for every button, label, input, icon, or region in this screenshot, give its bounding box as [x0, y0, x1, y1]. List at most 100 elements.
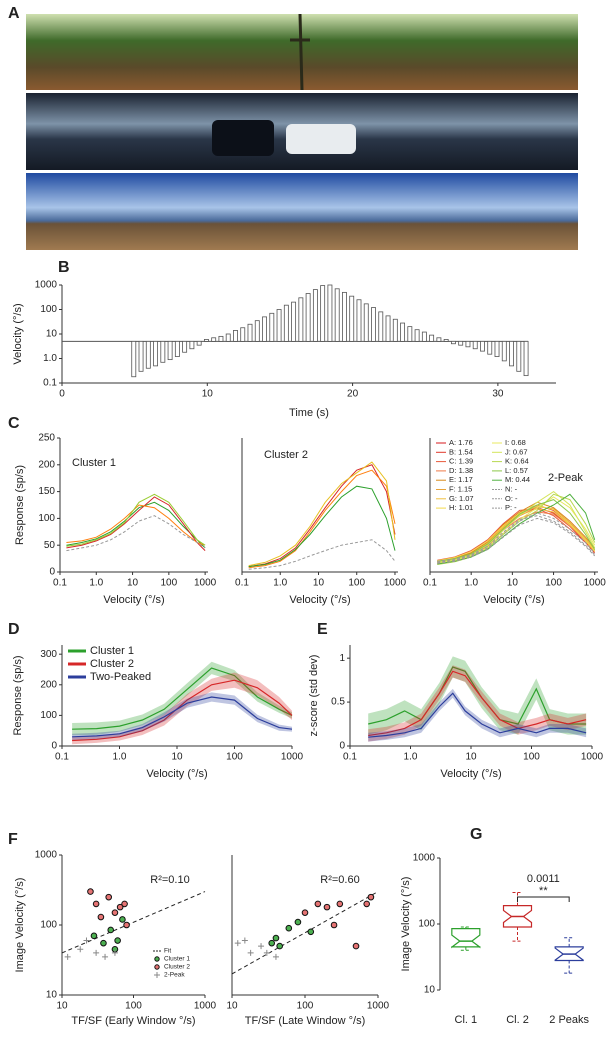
pulse — [334, 288, 340, 342]
x-axis-label: Velocity (°/s) — [483, 594, 544, 606]
pulse — [349, 295, 355, 342]
point — [294, 918, 302, 926]
series-line — [66, 496, 206, 551]
y-axis-label: Response (sp/s) — [12, 655, 24, 735]
x-tick-label: 0.1 — [53, 578, 67, 589]
box — [451, 928, 481, 949]
x-tick-label: 1000 — [584, 578, 607, 589]
x-axis-label: Velocity (°/s) — [103, 594, 164, 606]
pulse — [291, 301, 297, 342]
pulse — [283, 304, 289, 342]
series-line — [437, 504, 596, 562]
x-axis-label: Velocity (°/s) — [146, 768, 207, 780]
pulse — [298, 297, 304, 342]
point — [100, 939, 107, 947]
pulse — [247, 323, 253, 342]
pulse — [414, 329, 420, 342]
pulse — [225, 333, 231, 342]
error-band — [368, 656, 587, 735]
y-axis-label: Response (sp/s) — [14, 465, 26, 545]
point — [263, 949, 270, 956]
point — [102, 953, 109, 960]
pulse — [400, 322, 406, 342]
x-axis-label: Time (s) — [289, 407, 329, 419]
pulse — [450, 340, 456, 345]
significance-bracket — [517, 896, 570, 902]
point — [301, 909, 309, 916]
pulse — [145, 340, 151, 369]
series-line — [368, 692, 587, 738]
panel-letter: D — [8, 621, 20, 638]
fit-line — [61, 891, 206, 954]
y-tick-label: 10 — [46, 329, 58, 340]
pulse — [240, 327, 246, 342]
pulse — [182, 340, 188, 353]
x-tick-label: 0.1 — [235, 578, 249, 589]
y-axis-label: Velocity (°/s) — [12, 303, 24, 364]
y-tick-label: 100 — [40, 920, 57, 931]
legend-label: F: 1.15 — [449, 484, 472, 493]
x-tick-label: 100 — [161, 578, 178, 589]
series-line — [437, 515, 596, 562]
point — [64, 953, 71, 960]
annotation: ** — [539, 885, 548, 897]
x-tick-label: 0.1 — [423, 578, 437, 589]
x-tick-label: 10 — [313, 578, 325, 589]
category-label: 2 Peaks — [549, 1014, 589, 1026]
legend-label: J: 0.67 — [505, 447, 528, 456]
series-line — [72, 679, 293, 742]
legend-label: 2-Peak — [164, 972, 185, 979]
legend-label: A: 1.76 — [449, 438, 473, 447]
series-line — [248, 469, 396, 569]
y-tick-label: 100 — [40, 304, 57, 315]
panel-letter: G — [470, 826, 482, 843]
pulse — [262, 316, 267, 342]
y-tick-label: 1000 — [35, 280, 58, 291]
x-tick-label: 1.0 — [404, 752, 418, 763]
legend-label: Cluster 1 — [90, 645, 134, 657]
x-tick-label: 10 — [202, 389, 214, 400]
pulse — [465, 340, 471, 348]
pulse — [131, 340, 137, 378]
x-tick-label: 1000 — [384, 578, 407, 589]
point — [234, 940, 241, 947]
legend-label: I: 0.68 — [505, 438, 526, 447]
pulse — [327, 284, 333, 342]
panel-letter: A — [8, 5, 20, 22]
error-band — [368, 688, 587, 742]
legend-label: Cluster 2 — [90, 658, 134, 670]
pulse — [218, 335, 224, 342]
legend-label: Cluster 1 — [164, 956, 190, 963]
series-line — [248, 461, 396, 567]
pulse — [320, 285, 326, 342]
y-tick-label: 0 — [49, 567, 55, 578]
series-line — [437, 490, 596, 563]
legend-label: L: 0.57 — [505, 466, 528, 475]
pulse — [509, 340, 514, 367]
pulse — [494, 340, 500, 357]
pulse — [429, 334, 435, 342]
point — [77, 946, 84, 953]
pulse — [356, 299, 362, 342]
legend-label: Fit — [164, 948, 171, 955]
y-tick-label: 50 — [44, 540, 56, 551]
pulse — [363, 303, 369, 342]
y-tick-label: 1.0 — [43, 353, 57, 364]
y-tick-label: 1 — [339, 653, 345, 664]
point — [111, 909, 119, 916]
legend-label: N: - — [505, 484, 518, 493]
y-tick-label: 300 — [40, 649, 57, 660]
point — [123, 921, 130, 929]
legend-label: M: 0.44 — [505, 475, 530, 484]
subplot-title: Cluster 2 — [264, 449, 308, 461]
point — [272, 953, 279, 960]
legend-label: D: 1.38 — [449, 466, 473, 475]
x-tick-label: 100 — [523, 752, 540, 763]
legend-label: Cluster 2 — [164, 964, 190, 971]
legend-swatch — [154, 956, 160, 962]
series-line — [437, 493, 596, 565]
y-tick-label: 200 — [38, 459, 55, 470]
pulse — [407, 326, 413, 342]
pulse — [233, 330, 238, 342]
pulse — [342, 291, 347, 342]
